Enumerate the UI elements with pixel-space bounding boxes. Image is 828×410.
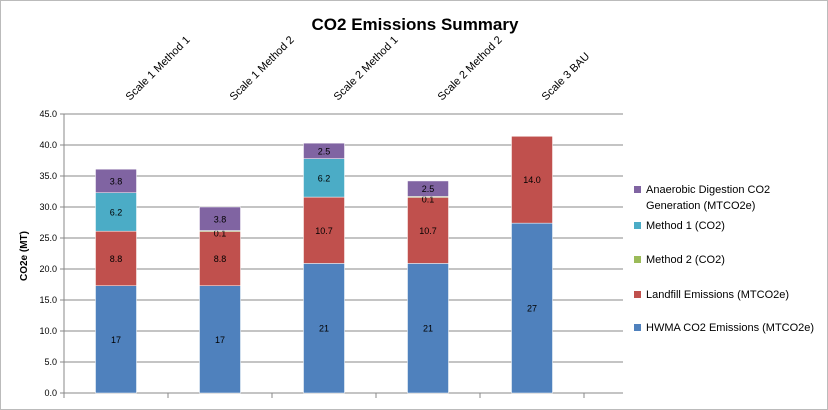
x-tick-label: Scale 3 BAU [540, 50, 593, 103]
bar-segment [95, 168, 137, 193]
bar-segment [303, 263, 345, 394]
x-tick-label: Scale 2 Method 1 [332, 34, 401, 103]
bar-segment [95, 230, 137, 286]
x-tick-label: Scale 1 Method 1 [124, 34, 193, 103]
legend-swatch [634, 256, 641, 263]
data-label: 6.2 [110, 207, 123, 217]
data-label: 10.7 [315, 226, 333, 236]
data-label: 8.8 [214, 254, 227, 264]
bar-segment [511, 136, 553, 224]
data-label: 6.2 [318, 173, 331, 183]
bar-segment [407, 263, 449, 394]
bar-segment [95, 192, 137, 232]
legend-line: Anaerobic Digestion CO2 [646, 184, 770, 196]
data-label: 3.8 [214, 214, 227, 224]
legend-label: HWMA CO2 Emissions (MTCO2e) [646, 322, 814, 334]
chart-title: CO2 Emissions Summary [312, 15, 519, 34]
data-label: 21 [319, 324, 329, 334]
data-label: 0.1 [214, 228, 227, 238]
bar-segment [199, 285, 241, 394]
legend-swatch [634, 291, 641, 298]
y-tick-label: 45.0 [39, 109, 57, 119]
bar-segment [303, 142, 345, 159]
data-label: 17 [111, 335, 121, 345]
legend-label: Landfill Emissions (MTCO2e) [646, 289, 789, 301]
bar-segment [199, 206, 241, 231]
legend-swatch [634, 186, 641, 193]
bar-segment [303, 158, 345, 198]
data-label: 3.8 [110, 176, 123, 186]
data-label: 8.8 [110, 254, 123, 264]
legend-swatch [634, 222, 641, 229]
data-label: 2.5 [318, 146, 331, 156]
y-tick-label: 40.0 [39, 140, 57, 150]
y-tick-label: 35.0 [39, 171, 57, 181]
y-tick-label: 15.0 [39, 295, 57, 305]
y-axis-label: CO2e (MT) [19, 231, 30, 281]
data-label: 10.7 [419, 226, 437, 236]
x-tick-label: Scale 1 Method 2 [228, 34, 297, 103]
bar-segment [407, 196, 449, 264]
legend-label: Anaerobic Digestion CO2 Generation (MTCO2… [646, 184, 770, 212]
bar-segment [511, 222, 553, 394]
legend-label: Method 2 (CO2) [646, 254, 725, 266]
y-tick-label: 5.0 [44, 357, 57, 367]
legend-swatch [634, 324, 641, 331]
y-tick-label: 20.0 [39, 264, 57, 274]
y-tick-label: 25.0 [39, 233, 57, 243]
y-tick-label: 10.0 [39, 326, 57, 336]
y-tick-label: 30.0 [39, 202, 57, 212]
bar-segment [407, 180, 449, 197]
data-label: 27 [527, 304, 537, 314]
data-label: 14.0 [523, 175, 541, 185]
data-label: 0.1 [422, 194, 435, 204]
x-tick-label: Scale 2 Method 2 [436, 34, 505, 103]
bar-segment [303, 196, 345, 264]
bar-segment [199, 230, 241, 286]
y-tick-label: 0.0 [44, 388, 57, 398]
legend-line: Generation (MTCO2e) [646, 200, 755, 212]
legend-label: Method 1 (CO2) [646, 220, 725, 232]
data-label: 21 [423, 324, 433, 334]
data-label: 2.5 [422, 184, 435, 194]
data-label: 17 [215, 335, 225, 345]
